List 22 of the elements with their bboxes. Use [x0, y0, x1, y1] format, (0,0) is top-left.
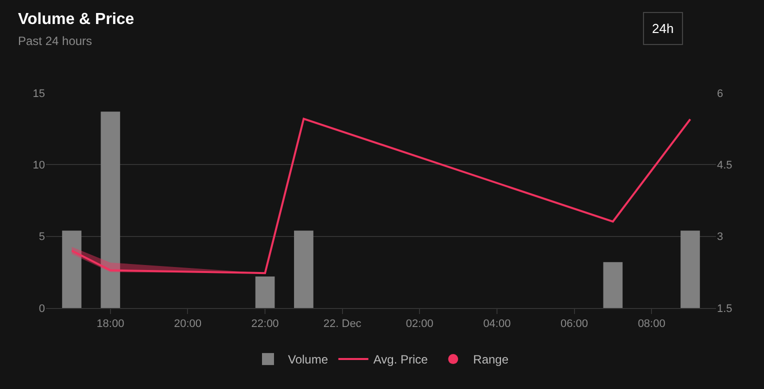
- y2-tick-label: 1.5: [717, 302, 732, 315]
- y-tick-label: 10: [32, 160, 45, 172]
- y2-tick-label: 4.5: [717, 160, 732, 172]
- y-tick-label: 0: [38, 302, 45, 315]
- x-tick-label: 22. Dec: [323, 318, 362, 330]
- y2-tick-label: 6: [717, 88, 724, 100]
- legend-label: Avg. Price: [373, 352, 428, 367]
- text: 24h: [652, 21, 674, 36]
- legend-label: Volume: [288, 352, 328, 367]
- x-tick-label: 04:00: [483, 318, 511, 330]
- y-tick-label: 5: [38, 231, 45, 244]
- x-tick-label: 20:00: [174, 318, 202, 330]
- chart-title: Volume & Price: [18, 11, 134, 28]
- x-tick-label: 18:00: [96, 318, 124, 330]
- x-tick-label: 06:00: [560, 318, 588, 330]
- y2-tick-label: 3: [717, 231, 724, 244]
- x-tick-label: 02:00: [406, 318, 434, 330]
- chart-subtitle: Past 24 hours: [18, 34, 92, 48]
- legend-label: Range: [473, 352, 509, 367]
- x-tick-label: 22:00: [251, 318, 279, 330]
- x-tick-label: 08:00: [638, 318, 666, 330]
- y-tick-label: 15: [32, 88, 45, 100]
